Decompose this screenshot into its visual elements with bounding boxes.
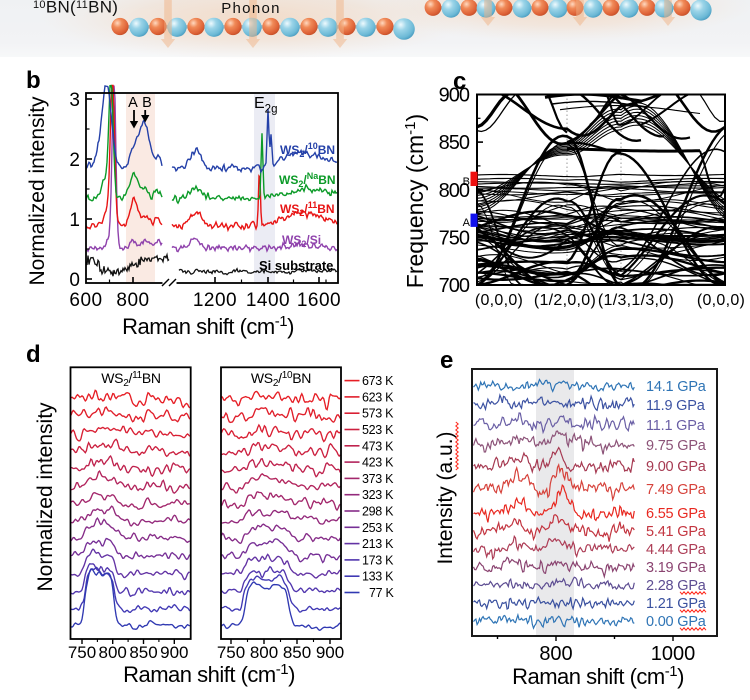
- svg-text:298 K: 298 K: [362, 505, 394, 519]
- svg-text:623 K: 623 K: [362, 390, 394, 404]
- svg-text:1600: 1600: [297, 290, 341, 311]
- svg-text:d: d: [26, 341, 41, 368]
- svg-text:0: 0: [69, 270, 80, 291]
- svg-text:WS2/10BN: WS2/10BN: [280, 141, 335, 159]
- svg-text:750: 750: [439, 227, 470, 249]
- svg-text:850: 850: [439, 132, 470, 154]
- svg-text:1.21 GPa: 1.21 GPa: [646, 596, 707, 612]
- svg-text:600: 600: [69, 290, 102, 311]
- svg-text:3: 3: [69, 90, 80, 111]
- svg-text:850: 850: [129, 643, 157, 662]
- svg-text:Raman shift (cm-1): Raman shift (cm-1): [123, 661, 295, 687]
- svg-text:900: 900: [316, 643, 344, 662]
- svg-text:800: 800: [439, 180, 470, 202]
- svg-text:523 K: 523 K: [362, 423, 394, 437]
- svg-text:Si substrate: Si substrate: [259, 258, 333, 273]
- svg-text:2.28 GPa: 2.28 GPa: [646, 578, 707, 594]
- svg-text:1400: 1400: [246, 290, 290, 311]
- svg-text:473 K: 473 K: [362, 439, 394, 453]
- svg-text:213 K: 213 K: [362, 537, 394, 551]
- svg-text:800: 800: [99, 643, 127, 662]
- svg-text:800: 800: [539, 643, 572, 665]
- svg-text:2: 2: [69, 150, 80, 171]
- svg-text:900: 900: [439, 85, 470, 107]
- svg-text:Intensity (a.u.): Intensity (a.u.): [434, 431, 457, 564]
- svg-text:Frequency (cm-1): Frequency (cm-1): [402, 114, 428, 288]
- svg-text:850: 850: [283, 643, 311, 662]
- svg-text:Phonon: Phonon: [221, 0, 281, 17]
- svg-text:(0,0,0): (0,0,0): [475, 292, 523, 309]
- svg-text:573 K: 573 K: [362, 407, 394, 421]
- svg-text:WS2/NaBN: WS2/NaBN: [279, 171, 336, 189]
- svg-text:(0,0,0): (0,0,0): [697, 292, 745, 309]
- svg-text:800: 800: [116, 290, 149, 311]
- svg-text:7.49 GPa: 7.49 GPa: [646, 482, 707, 498]
- svg-text:800: 800: [250, 643, 278, 662]
- svg-text:Raman shift (cm-1): Raman shift (cm-1): [122, 313, 294, 339]
- svg-text:Normalized intensity: Normalized intensity: [34, 402, 57, 592]
- svg-text:133 K: 133 K: [362, 570, 394, 584]
- svg-text:10BN(11BN): 10BN(11BN): [33, 0, 118, 17]
- svg-text:14.1 GPa: 14.1 GPa: [646, 379, 707, 395]
- svg-text:WS2/10BN: WS2/10BN: [251, 370, 311, 389]
- svg-text:900: 900: [160, 643, 188, 662]
- svg-text:c: c: [453, 68, 466, 95]
- svg-text:0.00 GPa: 0.00 GPa: [646, 614, 707, 630]
- svg-text:5.41 GPa: 5.41 GPa: [646, 524, 707, 540]
- svg-text:373 K: 373 K: [362, 472, 394, 486]
- svg-text:e: e: [440, 347, 453, 374]
- svg-text:A: A: [463, 217, 471, 229]
- svg-text:WS2/11BN: WS2/11BN: [101, 370, 160, 389]
- svg-text:B: B: [463, 176, 470, 188]
- svg-text:11.9 GPa: 11.9 GPa: [646, 398, 706, 414]
- svg-text:750: 750: [68, 643, 96, 662]
- svg-text:750: 750: [217, 643, 245, 662]
- svg-text:1200: 1200: [193, 290, 237, 311]
- svg-text:6.55 GPa: 6.55 GPa: [646, 506, 707, 522]
- svg-text:B: B: [142, 95, 152, 111]
- svg-text:(1/2,0,0): (1/2,0,0): [534, 292, 596, 309]
- svg-text:WS2/11BN: WS2/11BN: [280, 200, 335, 218]
- svg-text:A: A: [128, 95, 138, 111]
- svg-text:9.75 GPa: 9.75 GPa: [646, 438, 707, 454]
- svg-text:423 K: 423 K: [362, 456, 394, 470]
- svg-text:Normalized intensity: Normalized intensity: [26, 96, 49, 286]
- svg-text:323 K: 323 K: [362, 488, 394, 502]
- svg-text:11.1 GPa: 11.1 GPa: [646, 418, 706, 434]
- svg-text:253 K: 253 K: [362, 521, 394, 535]
- svg-text:Raman shift (cm-1): Raman shift (cm-1): [512, 663, 684, 689]
- svg-text:77 K: 77 K: [369, 586, 394, 600]
- svg-text:1000: 1000: [651, 643, 696, 665]
- svg-text:700: 700: [439, 275, 470, 297]
- svg-text:(1/3,1/3,0): (1/3,1/3,0): [598, 292, 674, 309]
- svg-text:3.19 GPa: 3.19 GPa: [646, 560, 707, 576]
- svg-text:b: b: [26, 67, 41, 94]
- svg-text:9.00 GPa: 9.00 GPa: [646, 459, 707, 475]
- svg-text:173 K: 173 K: [362, 553, 394, 567]
- svg-text:1: 1: [69, 210, 80, 231]
- svg-text:673 K: 673 K: [362, 374, 394, 388]
- svg-text:WS2/Si: WS2/Si: [282, 233, 321, 249]
- svg-text:4.44 GPa: 4.44 GPa: [646, 542, 707, 558]
